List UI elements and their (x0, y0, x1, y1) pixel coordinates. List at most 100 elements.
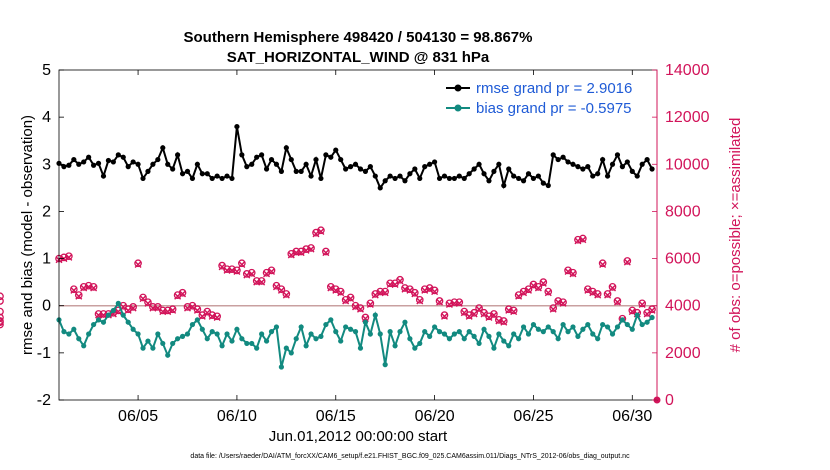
obs-assimilated-point (366, 301, 374, 309)
y-right-tick-label: 2000 (665, 345, 701, 362)
rmse-point (194, 161, 200, 167)
rmse-point (259, 152, 265, 158)
obs-possible-point (233, 266, 241, 275)
bias-point (288, 350, 294, 356)
rmse-point (76, 161, 82, 167)
rmse-point (115, 152, 121, 158)
rmse-point (95, 160, 102, 166)
bias-point (427, 333, 433, 339)
rmse-point (397, 173, 403, 179)
bias-point (525, 331, 532, 337)
obs-possible-point (415, 295, 424, 304)
obs-assimilated-point (287, 251, 295, 259)
rmse-point (372, 173, 378, 179)
rmse-point (155, 156, 161, 163)
bias-point (298, 324, 304, 330)
rmse-point (471, 166, 477, 172)
rmse-point (481, 171, 487, 177)
obs-assimilated-point (445, 301, 453, 309)
obs-possible-point (544, 287, 553, 296)
rmse-point (486, 178, 492, 184)
obs-possible-point (420, 285, 429, 294)
obs-assimilated-point (436, 298, 444, 306)
rmse-point (110, 159, 116, 165)
obs-possible-point (559, 298, 567, 307)
rmse-point (224, 173, 230, 179)
obs-possible-point (302, 245, 310, 253)
y-axis-right: 0 2000 4000 6000 8000 10000 12000 14000 (652, 62, 710, 409)
rmse-point (278, 168, 284, 174)
rmse-point (466, 171, 472, 177)
bias-point (61, 329, 67, 335)
obs-assimilated-point (342, 297, 350, 305)
obs-assimilated-point (440, 312, 448, 320)
rmse-point (412, 166, 418, 172)
obs-assimilated-point (174, 292, 182, 300)
bias-point (456, 329, 462, 335)
rmse-point (525, 171, 532, 177)
obs-assimilated-point (164, 308, 172, 316)
bias-point (644, 319, 650, 325)
rmse-point (614, 152, 621, 158)
bias-point (283, 345, 289, 351)
rmse-point (619, 164, 626, 170)
bias-point (130, 326, 136, 332)
rmse-point (313, 156, 319, 163)
y-tick-label: 4 (42, 109, 51, 126)
obs-assimilated-point (455, 299, 463, 307)
rmse-point (130, 159, 136, 165)
bias-point (333, 329, 339, 335)
plot-background (59, 70, 657, 400)
bias-point (224, 331, 230, 337)
bias-point (609, 331, 616, 337)
bias-point (540, 329, 546, 335)
obs-assimilated-point (520, 289, 528, 297)
rmse-point (456, 173, 462, 179)
obs-assimilated-point (70, 286, 78, 294)
obs-possible-point (598, 259, 607, 268)
obs-assimilated-point (411, 290, 419, 298)
obs-assimilated-point (604, 291, 612, 299)
bias-point (318, 333, 324, 339)
obs-possible-point (524, 285, 533, 294)
x-tick-label: 06/10 (217, 408, 257, 425)
bias-point (575, 333, 581, 339)
rmse-point (446, 175, 453, 182)
rmse-point (347, 164, 354, 170)
obs-possible-point (346, 293, 355, 302)
bias-point (209, 329, 215, 335)
obs-assimilated-point (188, 303, 196, 311)
bias-point (407, 336, 413, 342)
bias-point (95, 317, 102, 323)
bias-point (377, 331, 383, 337)
rmse-point (318, 175, 324, 182)
bias-point (120, 312, 126, 318)
obs-assimilated-point (297, 249, 305, 257)
bias-point (179, 333, 186, 339)
bias-point (150, 345, 156, 351)
bias-point (604, 324, 611, 330)
obs-assimilated-point (169, 306, 177, 314)
bias-point (649, 314, 655, 321)
bias-point (639, 321, 645, 328)
bias-point (600, 321, 606, 328)
rmse-point (105, 157, 112, 164)
obs-assimilated-point (134, 260, 142, 268)
obs-assimilated-point (623, 258, 631, 266)
y-tick-label: -1 (37, 345, 51, 362)
obs-possible-point (366, 299, 375, 308)
bias-point (432, 324, 438, 330)
bias-point (239, 336, 245, 342)
rmse-point (570, 161, 576, 167)
rmse-point (199, 171, 205, 177)
bias-point (372, 312, 378, 318)
obs-possible-point (638, 299, 647, 308)
obs-assimilated-point (238, 260, 246, 268)
rmse-point (649, 166, 655, 172)
legend-bias-label: bias grand pr = -0.5975 (476, 100, 632, 117)
obs-assimilated-point (322, 249, 330, 257)
rmse-point (634, 173, 640, 179)
obs-assimilated-point (337, 289, 345, 297)
obs-possible-point (218, 261, 226, 270)
obs-possible-point (539, 278, 548, 286)
